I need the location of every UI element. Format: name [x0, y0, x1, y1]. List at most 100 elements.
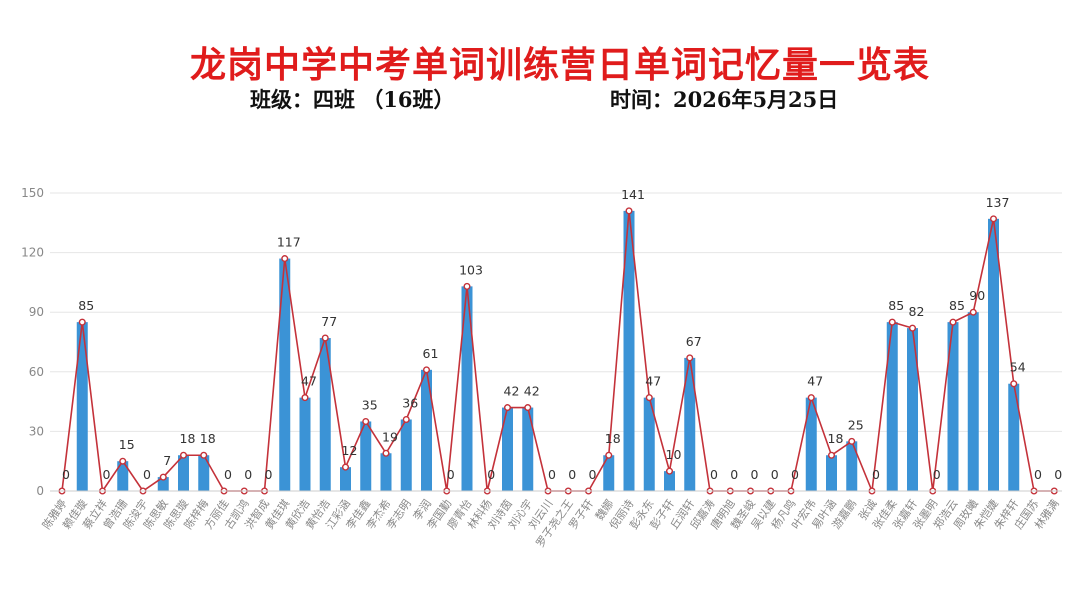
data-label: 18: [828, 431, 844, 446]
line-point: [645, 394, 653, 402]
data-label: 0: [244, 467, 252, 482]
bar: [380, 453, 392, 491]
bar: [117, 461, 129, 491]
bar: [684, 357, 696, 491]
bar: [643, 397, 655, 491]
y-tick-label: 0: [36, 484, 44, 498]
line-point: [362, 417, 370, 425]
line-point: [504, 404, 512, 412]
bar: [299, 397, 311, 491]
bar: [400, 419, 412, 491]
x-axis: 陈雅婷赖佳璇蔡立祥曾浩珊陈浚宇陈思敏陈思璇陈梓梅方丽佳古凯鸿洪智成黄佳琪黄欣浩黄…: [39, 490, 1062, 550]
data-label: 0: [548, 467, 556, 482]
line-point: [909, 324, 917, 332]
data-label: 0: [568, 467, 576, 482]
data-label: 18: [180, 431, 196, 446]
bar: [664, 471, 675, 491]
bar: [1008, 383, 1020, 491]
line-point: [179, 451, 187, 459]
line-point: [423, 366, 431, 374]
y-axis: 0 30 60 90 120 150: [21, 186, 44, 498]
data-label: 0: [447, 467, 455, 482]
data-label: 0: [730, 467, 738, 482]
line-point: [605, 451, 613, 459]
line-point: [463, 282, 471, 290]
bar-series: [76, 210, 1020, 491]
line-point: [200, 451, 208, 459]
bar: [886, 322, 898, 491]
data-label: 117: [277, 235, 301, 250]
data-label: 85: [949, 298, 965, 313]
data-label: 54: [1010, 360, 1026, 375]
bar: [805, 397, 817, 491]
line-point: [828, 451, 836, 459]
y-tick-label: 90: [29, 305, 44, 319]
line-point: [382, 449, 390, 457]
line-point: [625, 207, 633, 215]
data-label: 42: [524, 384, 540, 399]
data-label: 36: [402, 395, 418, 410]
data-label: 90: [969, 288, 985, 303]
data-label: 25: [848, 417, 864, 432]
y-tick-label: 120: [21, 246, 44, 260]
line-point: [281, 255, 289, 263]
data-label: 137: [986, 195, 1010, 210]
data-label: 0: [224, 467, 232, 482]
data-label: 42: [504, 384, 520, 399]
bar: [907, 328, 918, 491]
data-label: 12: [342, 443, 358, 458]
line-point: [524, 404, 532, 412]
data-label: 0: [710, 467, 718, 482]
data-label: 0: [1054, 467, 1062, 482]
line-point: [301, 394, 309, 402]
data-label: 82: [909, 304, 925, 319]
data-label: 67: [686, 334, 702, 349]
bar: [947, 322, 959, 491]
data-label: 47: [645, 374, 661, 389]
y-tick-label: 30: [29, 424, 44, 438]
bar: [623, 210, 635, 491]
y-tick-label: 60: [29, 365, 44, 379]
data-label: 0: [103, 467, 111, 482]
data-label: 0: [751, 467, 759, 482]
y-tick-label: 150: [21, 186, 44, 200]
bar: [198, 455, 210, 491]
bar: [76, 322, 88, 491]
data-label: 0: [265, 467, 273, 482]
bar: [988, 218, 999, 491]
data-label: 103: [459, 262, 483, 277]
bar: [826, 455, 837, 491]
data-label: 15: [119, 437, 135, 452]
data-label: 0: [62, 467, 70, 482]
line-point: [848, 437, 856, 445]
line-point: [807, 394, 815, 402]
bar: [319, 338, 331, 491]
bar: [522, 407, 534, 491]
bar: [360, 421, 372, 491]
data-label: 18: [200, 431, 216, 446]
data-label: 47: [807, 374, 823, 389]
date-info: 时间：2026年5月25日: [610, 87, 839, 112]
data-label: 0: [872, 467, 880, 482]
bar: [279, 258, 291, 491]
data-label: 10: [666, 447, 682, 462]
chart-title: 龙岗中学中考单词训练营日单词记忆量一览表: [189, 44, 930, 86]
line-point: [1010, 380, 1018, 388]
line-point: [666, 467, 674, 475]
line-point: [990, 215, 998, 223]
data-label: 47: [301, 374, 317, 389]
data-label: 61: [423, 346, 439, 361]
line-point: [159, 473, 167, 481]
bar: [157, 477, 169, 491]
bar: [502, 407, 513, 491]
bar: [178, 455, 189, 491]
data-label: 77: [321, 314, 337, 329]
bar: [967, 312, 979, 491]
bar: [421, 369, 432, 491]
data-label: 18: [605, 431, 621, 446]
data-label: 0: [143, 467, 151, 482]
line-point: [969, 308, 977, 316]
data-label: 7: [163, 453, 171, 468]
